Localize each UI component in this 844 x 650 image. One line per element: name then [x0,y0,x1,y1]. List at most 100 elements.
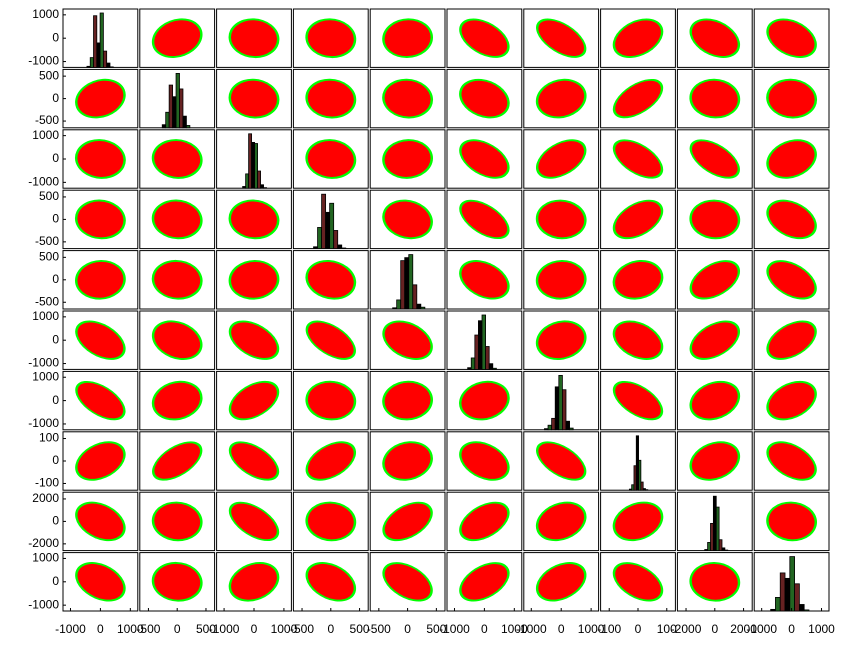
scatter-points-red [461,261,508,298]
histogram-bar [325,211,331,249]
x-tick-label: 0 [635,622,642,636]
histogram-bar [565,420,570,431]
histogram-bar [263,187,267,189]
scatter-cloud [766,199,817,240]
scatter-cloud [459,18,510,58]
histogram-bar [99,12,104,68]
scatter-points-red [461,141,508,177]
scatter-points-red [77,443,124,479]
histogram-bar [254,143,258,189]
scatter-cloud [382,441,433,481]
scatter-points-red [307,322,354,359]
y-tick-label: 1000 [32,369,59,383]
histogram-bar [93,15,98,68]
scatter-cloud [382,139,434,179]
scatter-cloud [689,18,741,58]
y-tick-label: -1000 [28,416,59,430]
scatter-points-red [231,382,277,419]
x-tick-label: -1000 [439,622,470,636]
y-tick-label: 0 [52,91,59,105]
scatter-points-red [231,503,277,540]
scatter-points-red [461,80,508,117]
histogram-bar [724,549,729,552]
scatter-points-red [307,20,354,57]
scatter-cloud [382,562,433,602]
scatter-points-red [461,563,508,600]
scatter-cloud [151,380,203,421]
scatter-points-red [615,382,661,419]
scatter-points-red [77,382,124,419]
scatter-points-red [77,141,124,177]
histogram-bar [96,42,101,68]
histogram-bar [257,170,261,189]
scatter-cloud [228,18,280,59]
scatter-cloud [535,199,587,240]
scatter-cloud [689,561,741,602]
histogram-bar [710,523,714,552]
scatter-cloud [305,259,357,300]
histogram-bar [245,173,250,189]
scatter-points-red [691,20,738,57]
scatter-cloud [766,139,817,179]
scatter-points-red [615,563,661,600]
scatter-cloud [228,320,280,360]
histogram-bar [645,489,649,491]
histogram-bar [707,542,711,552]
scatter-cloud [766,441,817,481]
scatter-cloud [459,78,510,119]
scatter-cloud [459,501,510,542]
scatter-cloud [612,199,664,240]
panel [600,129,676,189]
scatter-cloud [75,441,126,481]
scatter-points-red [538,80,585,117]
scatter-points-red [461,503,508,540]
scatter-cloud [151,561,203,602]
y-tick-label: 0 [52,212,59,226]
scatter-points-red [768,20,815,57]
scatter-cloud [766,78,818,119]
scatter-points-red [154,201,201,238]
scatter-cloud [689,441,741,481]
y-tick-label: -500 [35,113,59,127]
scatter-points-red [538,563,585,600]
scatter-points-red [615,322,661,359]
scatter-cloud [74,199,126,240]
scatter-cloud [535,501,587,542]
scatter-points-red [384,201,431,238]
scatter-cloud [689,260,741,300]
scatter-points-red [384,443,431,479]
histogram-bar [544,428,549,431]
scatter-points-red [307,261,354,298]
x-tick-label: 0 [174,622,181,636]
x-tick-label: 0 [788,622,795,636]
scatter-cloud [75,501,126,542]
histogram-bar [317,227,322,249]
y-tick-label: 0 [52,332,59,346]
scatter-points-red [77,322,124,359]
scatter-cloud [305,139,357,179]
y-tick-label: 500 [39,189,59,203]
scatter-points-red [768,80,815,117]
scatter-cloud [535,139,587,179]
scatter-points-red [538,201,585,238]
scatter-cloud [152,441,203,481]
y-tick-label: 1000 [32,309,59,323]
y-tick-label: -1000 [28,597,59,611]
y-tick-label: 0 [52,30,59,44]
y-tick-label: 0 [52,453,59,467]
histogram-bar [412,284,418,310]
scatter-points-red [384,80,431,117]
scatter-cloud [612,259,664,300]
histogram-bar [488,363,494,370]
histogram-bar [242,186,247,189]
histogram-bar [558,374,563,431]
histogram-bar [329,202,335,249]
x-tick-label: 2000 [730,622,757,636]
y-tick-label: 1000 [32,7,59,21]
scatter-cloud [228,199,280,240]
histogram-bar [416,303,422,310]
histogram-bar [168,84,173,129]
histogram-bar [789,556,795,612]
histogram-bar [470,357,476,370]
y-tick-label: 100 [39,431,59,445]
